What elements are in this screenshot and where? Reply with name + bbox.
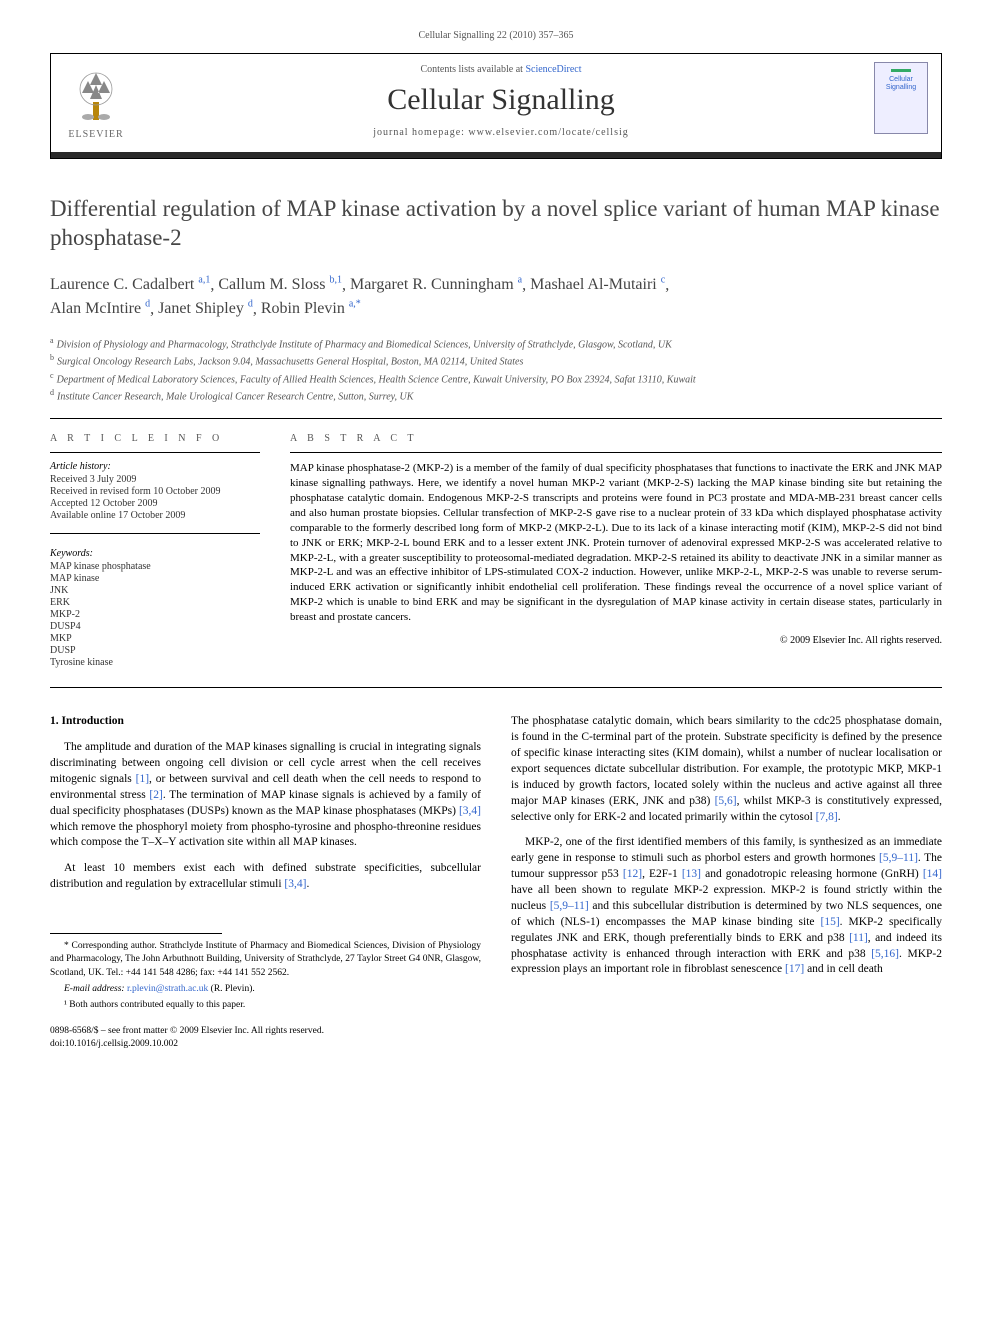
- info-divider: [50, 452, 260, 453]
- keyword: ERK: [50, 597, 260, 608]
- journal-homepage: journal homepage: www.elsevier.com/locat…: [141, 127, 861, 138]
- corresponding-author-note: * Corresponding author. Strathclyde Inst…: [50, 940, 481, 980]
- equal-contribution-note: ¹ Both authors contributed equally to th…: [50, 999, 481, 1012]
- elsevier-logo: ELSEVIER: [51, 54, 141, 152]
- body-paragraph: The amplitude and duration of the MAP ki…: [50, 740, 481, 851]
- body-columns: 1. Introduction The amplitude and durati…: [50, 714, 942, 1050]
- footnotes: * Corresponding author. Strathclyde Inst…: [50, 933, 481, 1012]
- section-heading: 1. Introduction: [50, 714, 481, 730]
- page-footer: 0898-6568/$ – see front matter © 2009 El…: [50, 1025, 481, 1051]
- masthead-center: Contents lists available at ScienceDirec…: [141, 54, 861, 152]
- keyword: DUSP: [50, 645, 260, 656]
- history-item: Received in revised form 10 October 2009: [50, 486, 260, 497]
- info-divider: [50, 533, 260, 534]
- abstract-heading: A B S T R A C T: [290, 433, 942, 444]
- article-title: Differential regulation of MAP kinase ac…: [50, 195, 942, 253]
- affiliation: bSurgical Oncology Research Labs, Jackso…: [50, 352, 942, 369]
- journal-masthead: ELSEVIER Contents lists available at Sci…: [50, 53, 942, 159]
- masthead-row: ELSEVIER Contents lists available at Sci…: [51, 54, 941, 158]
- issn-line: 0898-6568/$ – see front matter © 2009 El…: [50, 1025, 481, 1038]
- left-column: 1. Introduction The amplitude and durati…: [50, 714, 481, 1050]
- keyword: DUSP4: [50, 621, 260, 632]
- author: Margaret R. Cunningham a: [350, 276, 522, 293]
- contents-prefix: Contents lists available at: [420, 64, 525, 75]
- journal-name: Cellular Signalling: [141, 83, 861, 117]
- right-column: The phosphatase catalytic domain, which …: [511, 714, 942, 1050]
- keyword: MKP-2: [50, 609, 260, 620]
- keyword: MAP kinase: [50, 573, 260, 584]
- body-paragraph: At least 10 members exist each with defi…: [50, 861, 481, 893]
- article-info-block: A R T I C L E I N F O Article history: R…: [50, 433, 260, 669]
- keyword: MKP: [50, 633, 260, 644]
- email-line: E-mail address: r.plevin@strath.ac.uk (R…: [50, 983, 481, 996]
- abstract-copyright: © 2009 Elsevier Inc. All rights reserved…: [290, 635, 942, 646]
- affiliation: aDivision of Physiology and Pharmacology…: [50, 335, 942, 352]
- affiliation: dInstitute Cancer Research, Male Urologi…: [50, 387, 942, 404]
- body-paragraph: MKP-2, one of the first identified membe…: [511, 835, 942, 978]
- author: Laurence C. Cadalbert a,1: [50, 276, 210, 293]
- journal-cover-thumb: Cellular Signalling: [861, 54, 941, 152]
- abstract-block: A B S T R A C T MAP kinase phosphatase-2…: [290, 433, 942, 669]
- author: Alan McIntire d: [50, 300, 150, 317]
- keyword: MAP kinase phosphatase: [50, 561, 260, 572]
- author: Callum M. Sloss b,1: [218, 276, 342, 293]
- doi-line: doi:10.1016/j.cellsig.2009.10.002: [50, 1038, 481, 1051]
- section-divider: [50, 687, 942, 688]
- running-head: Cellular Signalling 22 (2010) 357–365: [50, 30, 942, 41]
- author: Mashael Al-Mutairi c: [530, 276, 665, 293]
- elsevier-label: ELSEVIER: [68, 129, 123, 140]
- history-label: Article history:: [50, 461, 260, 472]
- email-label: E-mail address:: [64, 984, 127, 994]
- keyword: JNK: [50, 585, 260, 596]
- cover-flag-icon: [891, 69, 911, 72]
- email-person: (R. Plevin).: [208, 984, 254, 994]
- affiliation: cDepartment of Medical Laboratory Scienc…: [50, 370, 942, 387]
- article-info-heading: A R T I C L E I N F O: [50, 433, 260, 444]
- history-item: Accepted 12 October 2009: [50, 498, 260, 509]
- abstract-divider: [290, 452, 942, 453]
- footnote-divider: [50, 933, 222, 934]
- abstract-text: MAP kinase phosphatase-2 (MKP-2) is a me…: [290, 461, 942, 624]
- keywords-label: Keywords:: [50, 548, 260, 559]
- email-link[interactable]: r.plevin@strath.ac.uk: [127, 984, 208, 994]
- author-list: Laurence C. Cadalbert a,1, Callum M. Slo…: [50, 273, 942, 322]
- cover-title-text: Cellular Signalling: [875, 76, 927, 91]
- affiliation-list: aDivision of Physiology and Pharmacology…: [50, 335, 942, 404]
- history-item: Received 3 July 2009: [50, 474, 260, 485]
- contents-available-line: Contents lists available at ScienceDirec…: [141, 64, 861, 75]
- keyword: Tyrosine kinase: [50, 657, 260, 668]
- author: Robin Plevin a,*: [261, 300, 361, 317]
- info-abstract-row: A R T I C L E I N F O Article history: R…: [50, 433, 942, 669]
- section-divider: [50, 418, 942, 419]
- author: Janet Shipley d: [158, 300, 253, 317]
- body-paragraph: The phosphatase catalytic domain, which …: [511, 714, 942, 825]
- sciencedirect-link[interactable]: ScienceDirect: [525, 64, 581, 75]
- elsevier-tree-icon: [66, 67, 126, 127]
- history-item: Available online 17 October 2009: [50, 510, 260, 521]
- cover-thumbnail: Cellular Signalling: [874, 62, 928, 134]
